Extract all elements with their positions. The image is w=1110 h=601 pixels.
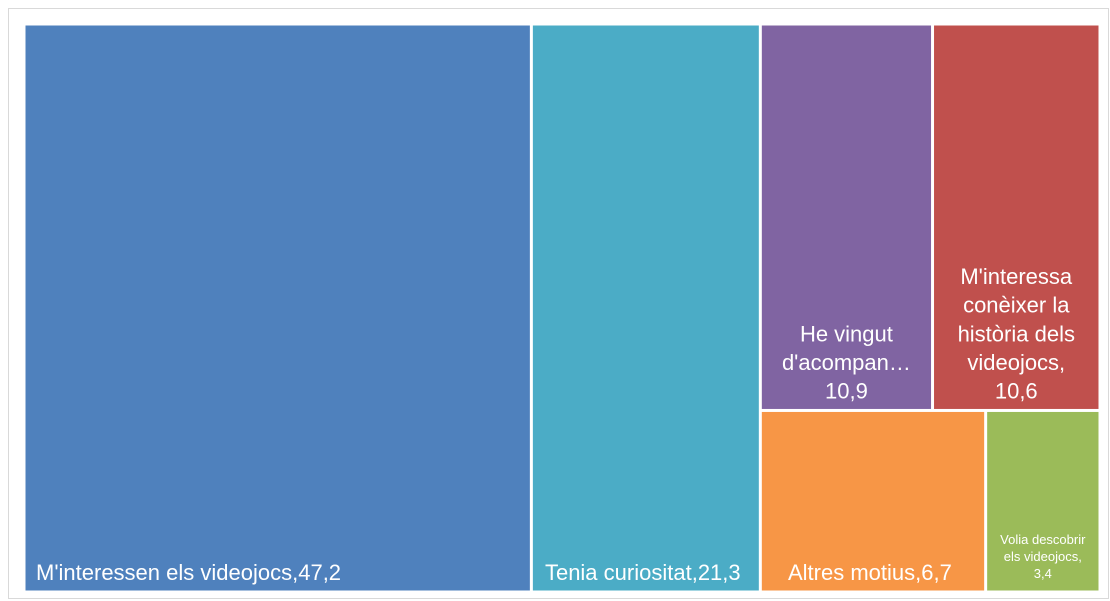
label-line: els videojocs,	[1004, 549, 1082, 564]
treemap-cell	[761, 25, 932, 409]
value-label: 10,9	[825, 378, 868, 403]
label-line: M'interessen els videojocs,	[36, 560, 298, 585]
label-line: videojocs,	[967, 350, 1065, 375]
cell-label: M'interessen els videojocs,	[36, 560, 298, 585]
value-label: 6,7	[921, 560, 952, 585]
label-line: d'acompan…	[782, 350, 911, 375]
label-line: Altres motius,	[788, 560, 921, 585]
label-line: M'interessa	[960, 264, 1078, 289]
label-line: He vingut	[800, 321, 899, 346]
cell-label: M'interessa conèixer la història dels vi…	[958, 264, 1082, 375]
value-label: 47,2	[298, 560, 341, 585]
cell-label: Tenia curiositat,	[545, 560, 698, 585]
treemap-cell	[532, 25, 759, 591]
treemap-cell	[987, 411, 1099, 591]
value-label: 3,4	[1034, 566, 1052, 581]
value-label: 21,3	[698, 560, 741, 585]
cell-label: Volia descobrir els videojocs,	[1000, 532, 1089, 564]
treemap-cell	[934, 25, 1099, 409]
label-line: conèixer la	[963, 293, 1076, 318]
cell-label: Altres motius,	[788, 560, 921, 585]
treemap-cell	[25, 25, 530, 591]
label-line: Tenia curiositat,	[545, 560, 698, 585]
value-label: 10,6	[995, 378, 1038, 403]
cell-label: He vingut d'acompan…	[782, 321, 911, 375]
label-line: Volia descobrir	[1000, 532, 1089, 547]
label-line: història dels	[958, 321, 1082, 346]
treemap-cell	[761, 411, 985, 591]
